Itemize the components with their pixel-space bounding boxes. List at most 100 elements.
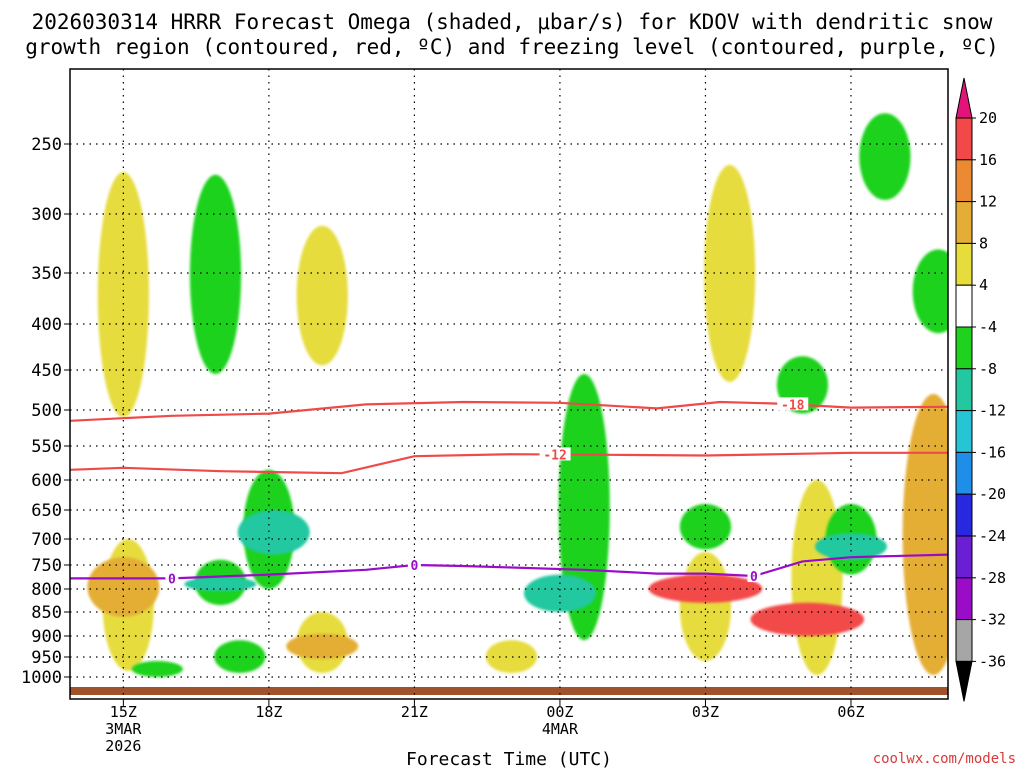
omega-region-upward-0800-low	[902, 394, 948, 675]
colorbar-bin--16--12	[955, 410, 973, 453]
omega-region-downward-0600-core	[814, 533, 887, 560]
x-tick-label-15-0: 06Z	[837, 703, 864, 721]
colorbar-label-8: 8	[979, 234, 988, 252]
y-tick-label-800: 800	[31, 580, 62, 600]
contour-label-bg--18-0	[777, 397, 809, 411]
y-tick-label-600: 600	[31, 471, 62, 491]
colorbar-bin-4-8	[955, 242, 973, 286]
contour--12	[70, 451, 948, 475]
terrain-bar	[70, 687, 948, 695]
y-tick-label-1000: 1000	[21, 668, 62, 688]
contour-label-bg-0-0	[165, 571, 179, 585]
omega-region-upward-0500-low	[791, 480, 843, 675]
x-axis-title: Forecast Time (UTC)	[406, 749, 612, 768]
omega-region-upward-1500-high	[97, 172, 149, 418]
colorbar-bin--32--28	[955, 577, 973, 621]
omega-region-upward-0300-low	[679, 552, 732, 661]
colorbar-label-4: 4	[979, 276, 988, 294]
colorbar-label--16: -16	[979, 443, 1006, 461]
contour-label-0-0: 0	[168, 572, 176, 587]
omega-region-downward-1600-mid	[189, 174, 242, 374]
omega-region-upward-1800-mid	[296, 225, 348, 366]
colorbar-bin-16-20	[955, 117, 973, 161]
omega-region-downward-1700-mid-core	[237, 510, 310, 555]
colorbar-bin--28--24	[955, 535, 973, 579]
contour-label--18-0: -18	[781, 398, 805, 413]
omega-region-downward-0000-core	[523, 574, 596, 612]
omega-region-downward-0300-mid	[679, 504, 732, 550]
y-tick-label-900: 900	[31, 627, 62, 647]
colorbar-label-20: 20	[979, 109, 997, 127]
contour-0	[70, 553, 948, 580]
gridlines	[70, 69, 948, 699]
colorbar-bin--24--20	[955, 493, 973, 537]
y-tick-label-300: 300	[31, 205, 62, 225]
omega-region-downward-1600-low-core	[184, 577, 257, 592]
contours: -18 -12 0 0 0	[70, 397, 948, 587]
colorbar-under-triangle	[955, 660, 973, 702]
omega-region-upward-2300	[485, 640, 538, 673]
x-tick-label-9-1: 4MAR	[542, 720, 579, 738]
x-tick-label-0-1: 3MAR	[105, 720, 142, 738]
omega-region-downward-0800-upper	[912, 249, 948, 334]
colorbar-bin-8-12	[955, 201, 973, 244]
y-tick-label-450: 450	[31, 361, 62, 381]
colorbar-bin--4-4	[955, 284, 973, 328]
omega-region-upward-1800-low-core	[286, 633, 359, 659]
y-tick-label-650: 650	[31, 501, 62, 521]
y-tick-label-950: 950	[31, 648, 62, 668]
omega-region-upward-0300-low-core	[648, 574, 763, 603]
x-tick-label-12-0: 03Z	[692, 703, 719, 721]
colorbar: 20 16 12 8 4 -4 -8 -12 -16 -20 -24 -28 -32 -36	[955, 77, 1006, 702]
contour-label-bg-0-1	[407, 558, 421, 571]
colorbar-label--8: -8	[979, 360, 997, 378]
y-axis: 250 300 350 400 450 500 550 600 650 700 750 800 850 9…	[21, 135, 70, 688]
omega-region-upward-0500-low-core	[750, 602, 865, 637]
x-tick-label-0-2: 2026	[105, 737, 141, 755]
title-line-2: growth region (contoured, red, ºC) and f…	[25, 35, 999, 59]
colorbar-bin--20--16	[955, 451, 973, 495]
y-tick-label-250: 250	[31, 135, 62, 155]
x-tick-label-6-0: 21Z	[401, 703, 428, 721]
contour-label-0-1: 0	[410, 559, 418, 574]
colorbar-bin-12-16	[955, 159, 973, 203]
colorbar-over-triangle	[955, 77, 973, 119]
colorbar-label--24: -24	[979, 527, 1006, 545]
x-tick-label-9-0: 00Z	[546, 703, 573, 721]
omega-region-upward-0300-high	[704, 165, 756, 382]
colorbar-bin--12--8	[955, 368, 973, 412]
omega-shading	[87, 113, 948, 677]
y-tick-label-400: 400	[31, 315, 62, 335]
title-line-1: 2026030314 HRRR Forecast Omega (shaded, …	[32, 10, 993, 34]
credit-text: coolwx.com/models	[873, 751, 1016, 767]
y-tick-label-500: 500	[31, 401, 62, 421]
omega-region-upward-1500-low-core	[87, 557, 160, 617]
colorbar-label--28: -28	[979, 569, 1006, 587]
colorbar-label--20: -20	[979, 485, 1006, 503]
y-tick-label-700: 700	[31, 530, 62, 550]
omega-region-downward-1530	[131, 661, 183, 677]
contour-label-bg-0-2	[747, 569, 761, 583]
colorbar-bin--8--4	[955, 326, 973, 370]
plot-frame	[69, 68, 949, 700]
y-tick-label-350: 350	[31, 264, 62, 284]
colorbar-bin--36--32	[955, 619, 973, 662]
colorbar-label--32: -32	[979, 611, 1006, 629]
colorbar-label-16: 16	[979, 151, 997, 169]
y-tick-label-750: 750	[31, 556, 62, 576]
colorbar-label--12: -12	[979, 402, 1006, 420]
contour-label-bg--12-0	[539, 447, 571, 461]
omega-region-downward-0700-upper	[859, 113, 911, 200]
colorbar-label--4: -4	[979, 318, 997, 336]
contour-label--12-0: -12	[543, 448, 566, 463]
x-tick-label-3-0: 18Z	[255, 703, 282, 721]
y-tick-label-550: 550	[31, 437, 62, 457]
y-tick-label-850: 850	[31, 603, 62, 623]
contour-label-0-2: 0	[750, 570, 758, 585]
colorbar-label-12: 12	[979, 193, 997, 211]
colorbar-label--36: -36	[979, 652, 1006, 670]
x-tick-label-0-0: 15Z	[110, 703, 137, 721]
omega-region-downward-0000	[558, 374, 610, 641]
